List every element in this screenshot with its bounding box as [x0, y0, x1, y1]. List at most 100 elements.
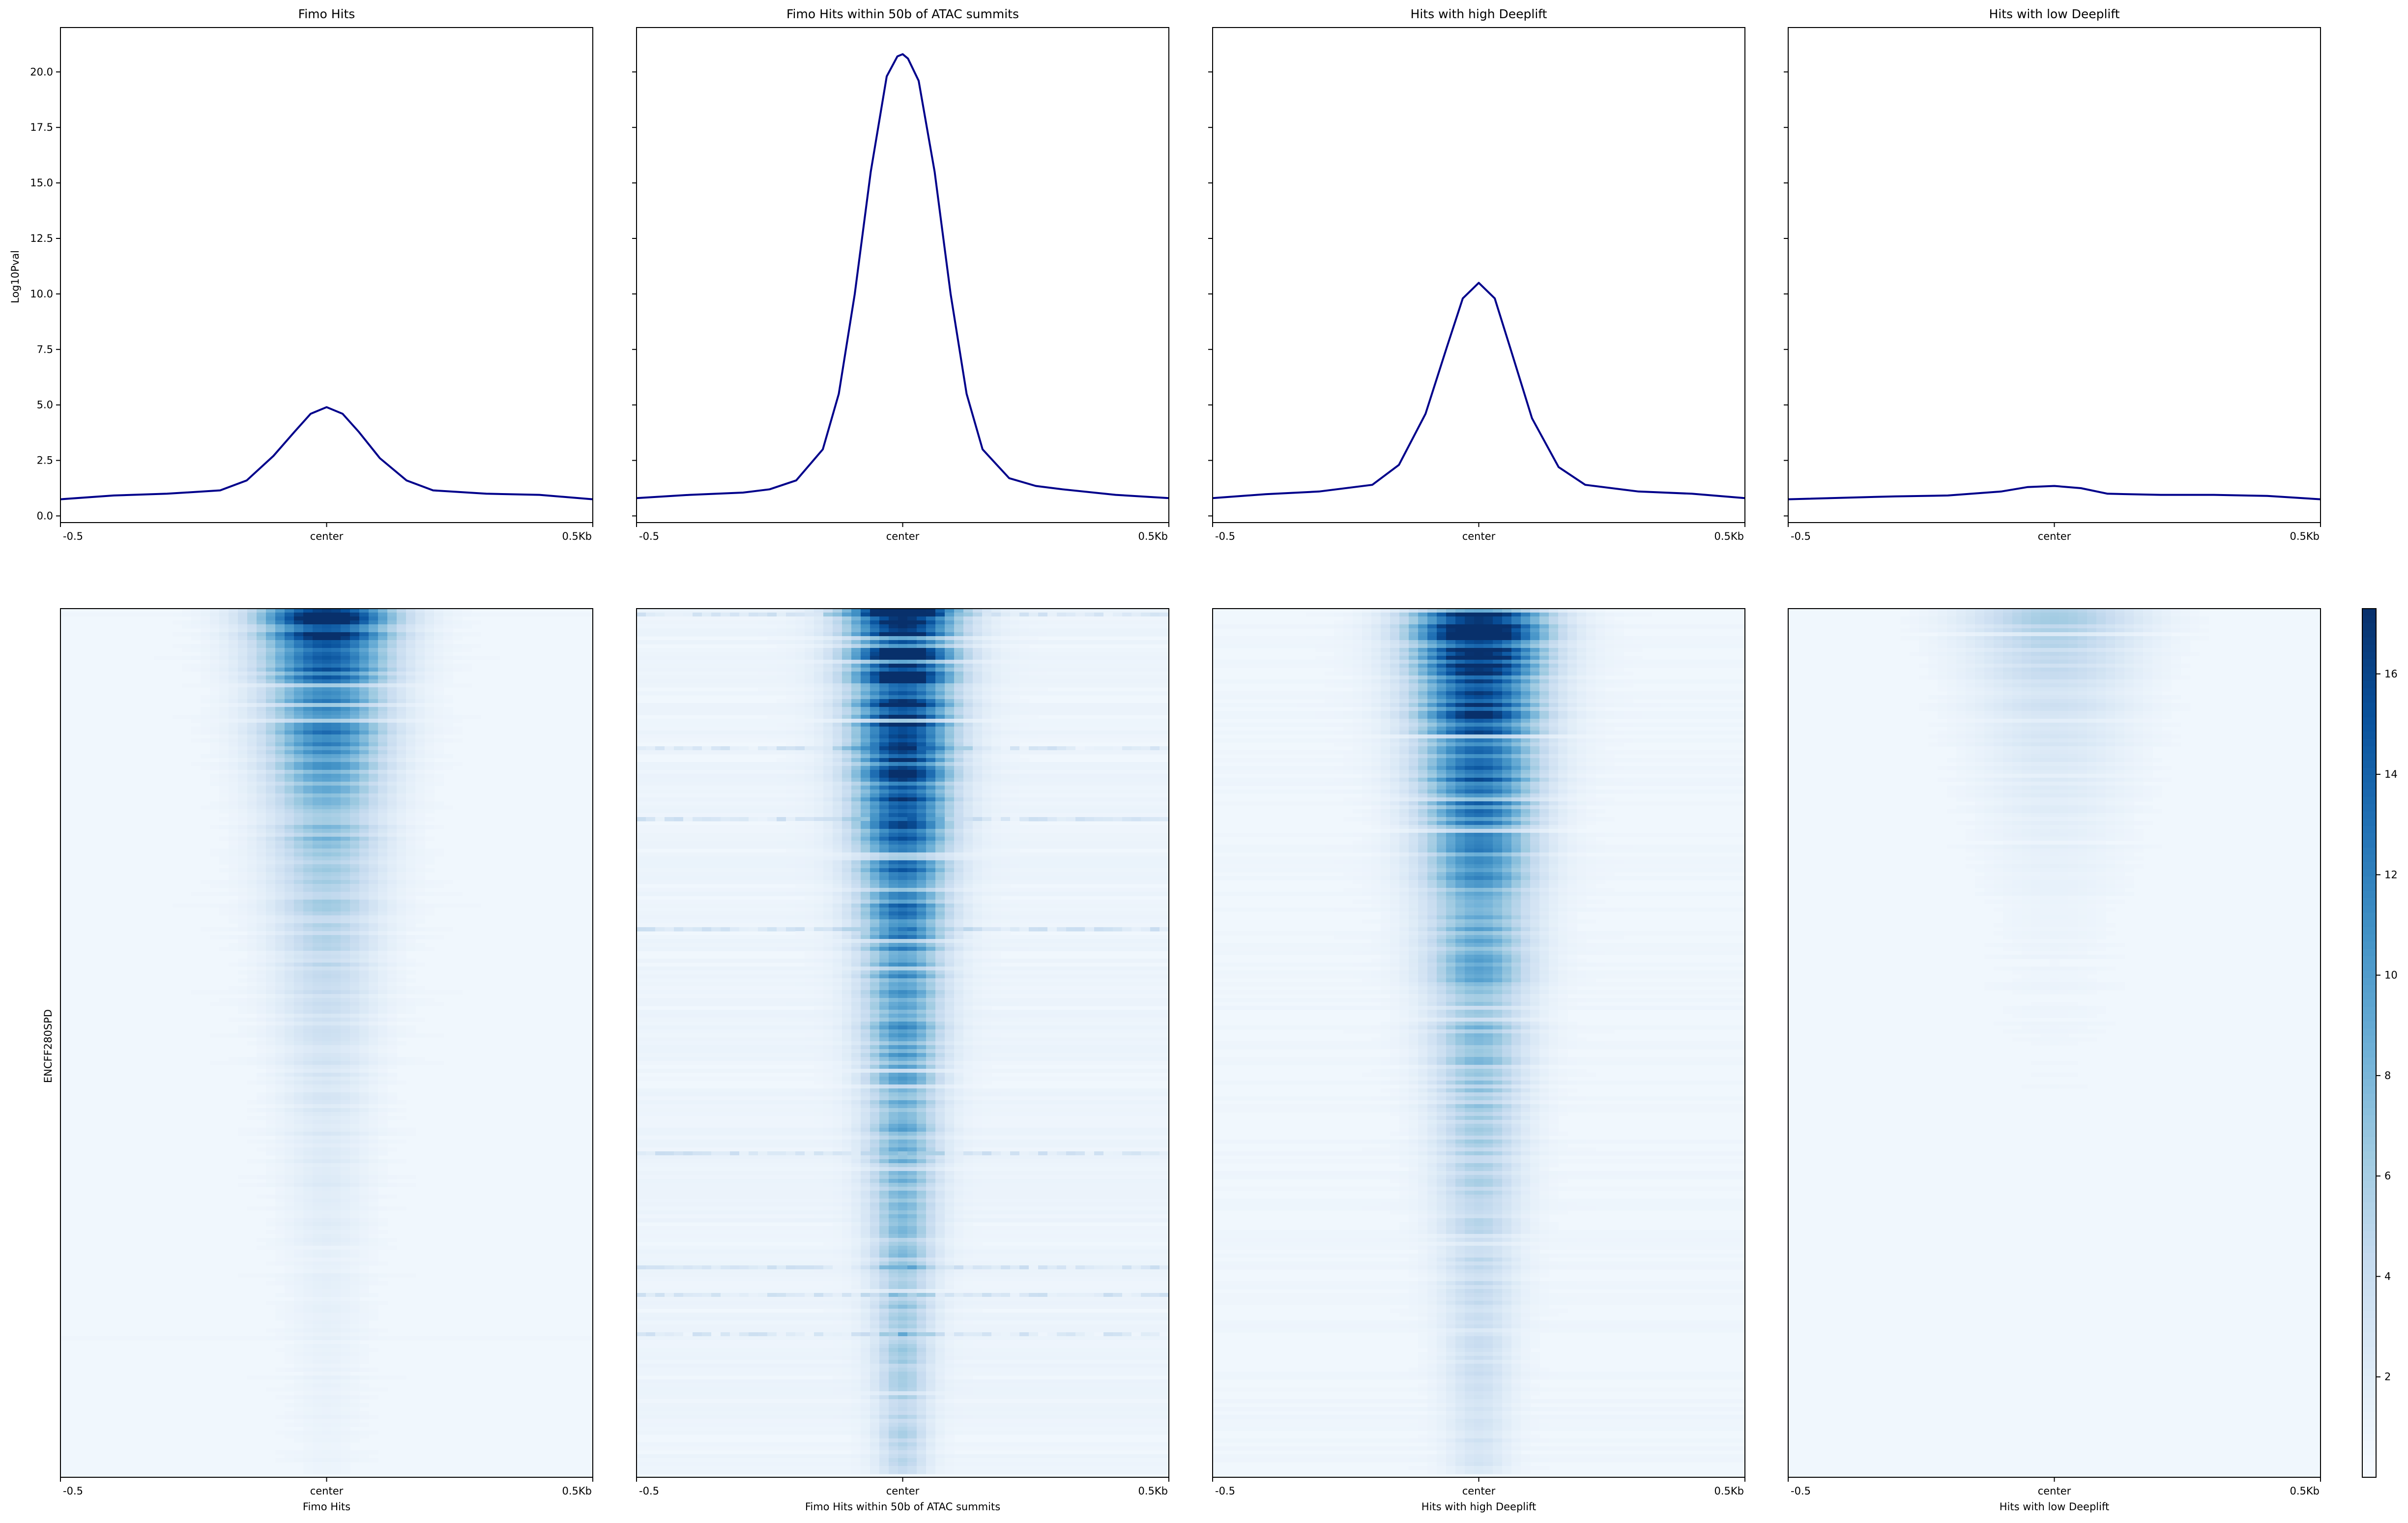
- heatmap-cell: [823, 644, 833, 648]
- heatmap-cell: [257, 970, 266, 975]
- heatmap-cell: [369, 1277, 378, 1282]
- heatmap-cell: [331, 1037, 341, 1042]
- heatmap-cell: [1075, 632, 1085, 637]
- heatmap-cell: [303, 652, 313, 656]
- heatmap-cell: [294, 809, 304, 814]
- heatmap-cell: [266, 1124, 276, 1128]
- heatmap-cell: [359, 1061, 369, 1065]
- heatmap-cell: [387, 668, 397, 672]
- heatmap-cell: [285, 738, 294, 743]
- heatmap-cell: [350, 1108, 360, 1113]
- heatmap-cell: [406, 813, 416, 818]
- heatmap-cell: [397, 1033, 406, 1038]
- heatmap-cell: [823, 648, 833, 652]
- heatmap-cell: [341, 1250, 350, 1254]
- y-tick-label: 17.5: [30, 121, 53, 133]
- heatmap-cell: [443, 762, 453, 766]
- heatmap-cell: [266, 825, 276, 829]
- heatmap-cell: [303, 734, 313, 739]
- heatmap-cell: [313, 1254, 322, 1258]
- heatmap-cell: [443, 805, 453, 810]
- heatmap-cell: [665, 656, 674, 660]
- heatmap-cell: [350, 1356, 360, 1360]
- heatmap-cell: [303, 1002, 313, 1006]
- heatmap-cell: [1010, 644, 1020, 648]
- heatmap-cell: [313, 908, 322, 912]
- heatmap-cell: [443, 632, 453, 637]
- heatmap-cell: [275, 707, 285, 711]
- heatmap-cell: [907, 664, 917, 668]
- heatmap-cell: [247, 742, 257, 747]
- heatmap-cell: [369, 1155, 378, 1160]
- heatmap-cell: [238, 864, 248, 869]
- heatmap-cell: [1122, 648, 1132, 652]
- heatmap-cell: [341, 715, 350, 719]
- heatmap-cell: [369, 707, 378, 711]
- heatmap-cell: [275, 668, 285, 672]
- heatmap-cell: [369, 884, 378, 888]
- heatmap-cell: [313, 1077, 322, 1081]
- heatmap-cell: [303, 1136, 313, 1140]
- heatmap-cell: [275, 1328, 285, 1333]
- heatmap-cell: [257, 947, 266, 951]
- profile-axes-frame: [1212, 27, 1745, 523]
- heatmap-cell: [322, 1415, 332, 1419]
- heatmap-cell: [425, 904, 435, 908]
- heatmap-cell: [1075, 648, 1085, 652]
- heatmap-cell: [313, 778, 322, 782]
- heatmap-cell: [926, 609, 936, 613]
- heatmap-cell: [350, 609, 360, 613]
- heatmap-cell: [238, 1273, 248, 1278]
- heatmap-cell: [313, 1258, 322, 1262]
- heatmap-cell: [275, 1450, 285, 1455]
- heatmap-cell: [322, 628, 332, 633]
- heatmap-cell: [1150, 613, 1160, 617]
- heatmap-cell: [1094, 640, 1104, 644]
- heatmap-cell: [322, 715, 332, 719]
- heatmap-cell: [275, 951, 285, 955]
- heatmap-cell: [415, 919, 425, 924]
- heatmap-cell: [313, 613, 322, 617]
- heatmap-cell: [359, 1029, 369, 1034]
- heatmap-cell: [378, 935, 388, 939]
- heatmap-cell: [331, 845, 341, 849]
- heatmap-cell: [350, 1403, 360, 1407]
- heatmap-cell: [210, 707, 220, 711]
- heatmap-cell: [786, 616, 796, 621]
- heatmap-cell: [331, 734, 341, 739]
- heatmap-cell: [462, 620, 472, 625]
- heatmap-cell: [359, 648, 369, 652]
- heatmap-cell: [266, 1132, 276, 1136]
- heatmap-cell: [387, 845, 397, 849]
- heatmap-cell: [322, 1423, 332, 1427]
- heatmap-cell: [397, 632, 406, 637]
- heatmap-cell: [665, 648, 674, 652]
- heatmap-cell: [443, 699, 453, 703]
- heatmap-cell: [313, 1120, 322, 1124]
- heatmap-cell: [322, 998, 332, 1002]
- heatmap-cell: [406, 644, 416, 648]
- heatmap-cell: [1103, 660, 1113, 664]
- heatmap-cell: [173, 904, 182, 908]
- heatmap-cell: [954, 632, 964, 637]
- heatmap-cell: [294, 1061, 304, 1065]
- heatmap-cell: [397, 939, 406, 943]
- heatmap-cell: [313, 707, 322, 711]
- heatmap-cell: [266, 1179, 276, 1183]
- heatmap-cell: [238, 963, 248, 967]
- heatmap-cell: [331, 963, 341, 967]
- heatmap-cell: [443, 754, 453, 759]
- heatmap-cell: [303, 1010, 313, 1014]
- heatmap-cell: [322, 1088, 332, 1093]
- heatmap-cell: [777, 613, 786, 617]
- heatmap-cell: [341, 943, 350, 947]
- heatmap-cell: [425, 727, 435, 731]
- heatmap-cell: [285, 1250, 294, 1254]
- heatmap-cell: [730, 640, 740, 644]
- heatmap-cell: [397, 683, 406, 688]
- heatmap-cell: [425, 668, 435, 672]
- heatmap-cell: [1001, 640, 1011, 644]
- heatmap-cell: [285, 986, 294, 991]
- heatmap-cell: [331, 1470, 341, 1474]
- heatmap-cell: [851, 656, 861, 660]
